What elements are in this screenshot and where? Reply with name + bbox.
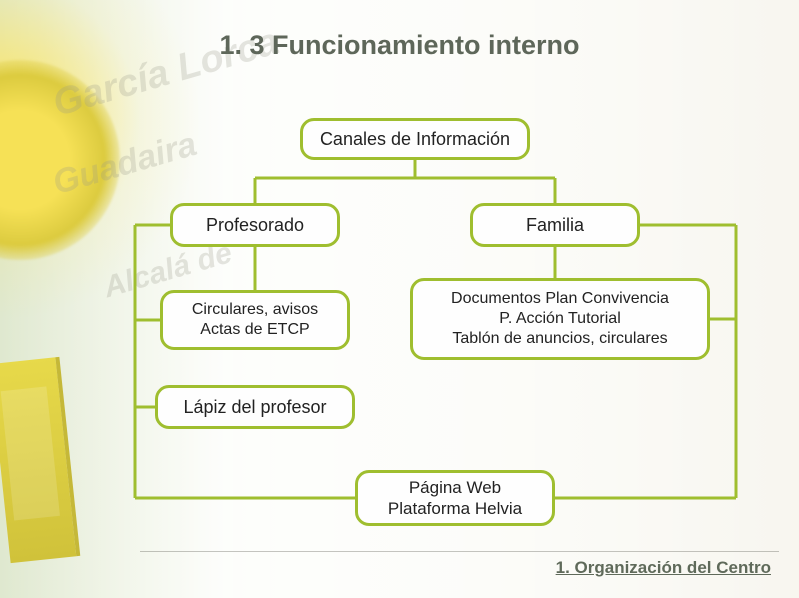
node-pagina: Página WebPlataforma Helvia [355,470,555,526]
node-circulares: Circulares, avisosActas de ETCP [160,290,350,350]
node-label: Página WebPlataforma Helvia [388,477,522,520]
slide: García Lorca Guadaira Alcalá de 1. 3 Fun… [0,0,799,598]
node-label: Canales de Información [320,128,510,151]
node-label: Profesorado [206,214,304,237]
node-label: Familia [526,214,584,237]
node-root: Canales de Información [300,118,530,160]
node-profesorado: Profesorado [170,203,340,247]
node-label: Lápiz del profesor [183,396,326,419]
node-familia: Familia [470,203,640,247]
node-label: Circulares, avisosActas de ETCP [192,300,318,340]
node-documentos: Documentos Plan ConvivenciaP. Acción Tut… [410,278,710,360]
node-lapiz: Lápiz del profesor [155,385,355,429]
node-label: Documentos Plan ConvivenciaP. Acción Tut… [451,289,669,349]
